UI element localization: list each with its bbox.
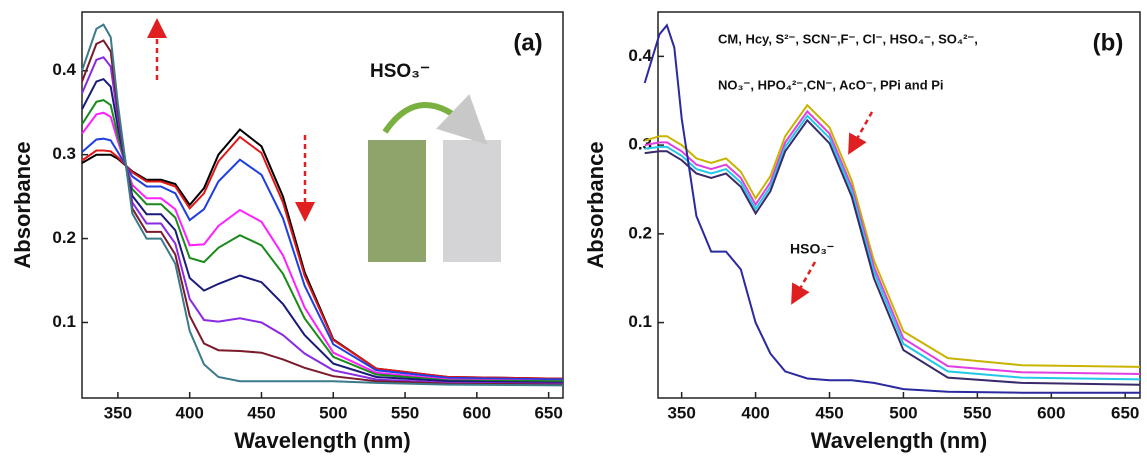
x-tick-label: 400 [175, 403, 203, 422]
annotation: NO₃⁻, HPO₄²⁻,CN⁻, AcO⁻, PPi and Pi [718, 77, 944, 92]
x-tick-label: 650 [1111, 403, 1139, 422]
annotation: CM, Hcy, S²⁻, SCN⁻,F⁻, Cl⁻, HSO₄⁻, SO₄²⁻… [718, 31, 978, 46]
y-tick-label: 0.3 [52, 144, 76, 163]
vial-image [368, 140, 426, 262]
x-tick-label: 350 [667, 403, 695, 422]
figure: 350 400 450 500 550 600 650 0.1 0.2 0.3 0.4 Wavelen… [0, 0, 1147, 471]
x-axis-label: Wavelength (nm) [811, 428, 987, 453]
arrow [385, 105, 470, 132]
data-line [645, 116, 1140, 380]
annotation: HSO₃⁻ [790, 241, 834, 257]
x-tick-label: 600 [463, 403, 491, 422]
y-tick-label: 0.2 [628, 223, 652, 242]
data-line [645, 111, 1140, 374]
x-tick-label: 550 [963, 403, 991, 422]
x-tick-label: 600 [1037, 403, 1065, 422]
arrow [853, 112, 872, 146]
data-line [645, 105, 1140, 367]
x-tick-label: 500 [889, 403, 917, 422]
annotation: (b) [1093, 29, 1124, 56]
vial-image [443, 140, 501, 262]
x-tick-label: 550 [391, 403, 419, 422]
y-tick-label: 0.4 [52, 60, 76, 79]
x-axis-label: Wavelength (nm) [234, 428, 410, 453]
arrow [796, 262, 815, 296]
page: 350 400 450 500 550 600 650 0.1 0.2 0.3 0.4 Wavelen… [0, 0, 1147, 471]
annotation: (a) [513, 29, 542, 56]
x-tick-label: 500 [319, 403, 347, 422]
y-tick-label: 0.1 [52, 312, 76, 331]
x-tick-label: 400 [741, 403, 769, 422]
x-tick-label: 450 [815, 403, 843, 422]
x-tick-label: 350 [104, 403, 132, 422]
y-tick-label: 0.2 [52, 228, 76, 247]
y-tick-label: 0.4 [628, 46, 652, 65]
x-tick-label: 650 [534, 403, 562, 422]
y-tick-label: 0.1 [628, 312, 652, 331]
y-axis-label: Absorbance [10, 141, 35, 268]
annotation: HSO₃⁻ [370, 61, 430, 82]
y-axis-label: Absorbance [583, 141, 608, 268]
x-tick-label: 450 [247, 403, 275, 422]
